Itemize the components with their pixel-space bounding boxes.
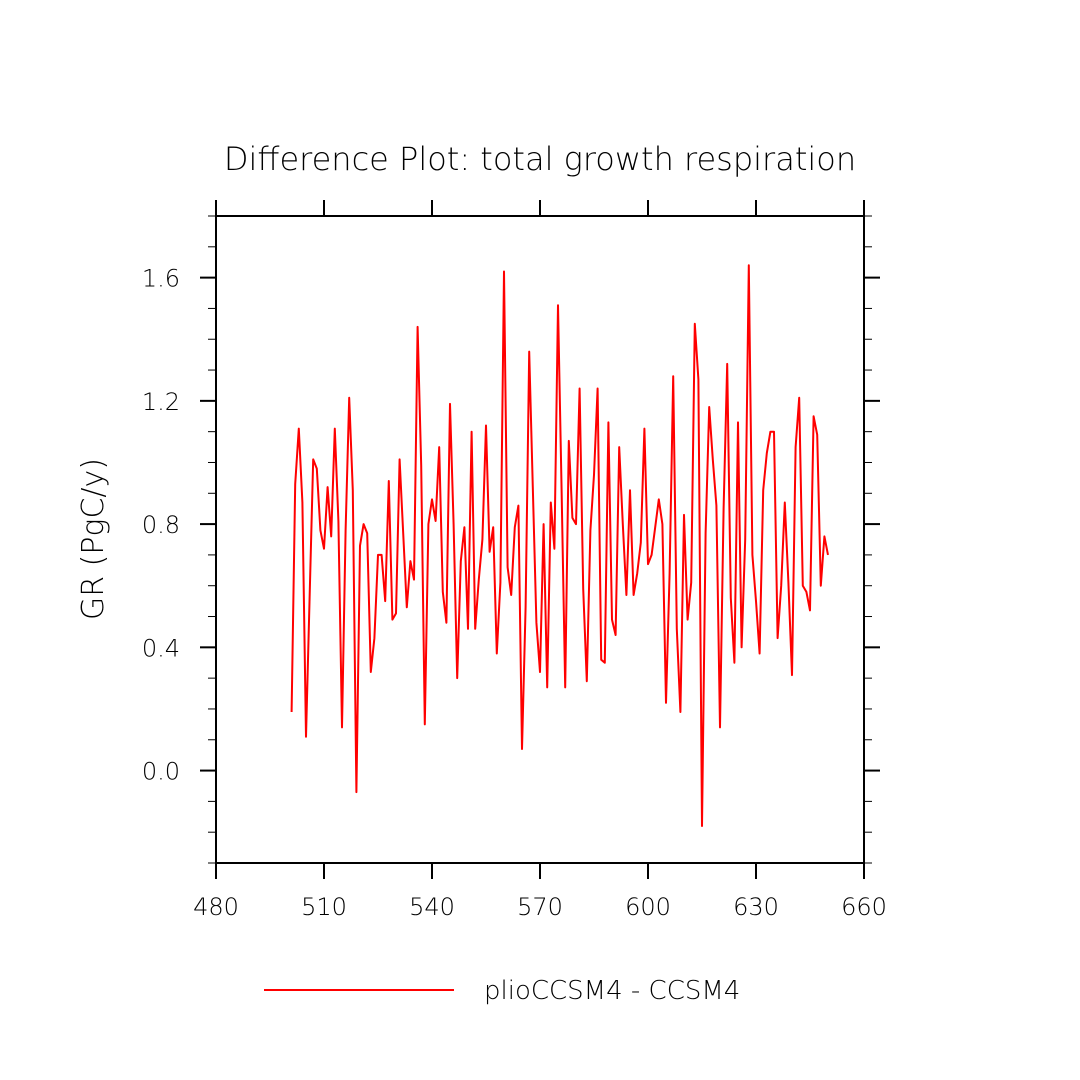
plot-frame [215, 215, 865, 864]
x-tick-label: 630 [733, 893, 779, 921]
series-line-0 [290, 264, 829, 827]
series-layer [290, 264, 829, 827]
x-tick-label: 660 [841, 893, 887, 921]
x-tick-label: 480 [193, 893, 239, 921]
y-tick-label: 0.4 [142, 634, 180, 662]
y-axis-label: GR (PgC/y) [76, 458, 111, 620]
axis-ticks [200, 200, 880, 879]
tick-labels: 480 510 540 570 600 630 660 0.0 0.4 0.8 1.2 1.6 [142, 265, 887, 921]
legend: plioCCSM4 - CCSM4 [264, 976, 740, 1006]
y-tick-label: 0.0 [142, 758, 180, 786]
legend-label: plioCCSM4 - CCSM4 [484, 976, 740, 1006]
chart-title: Difference Plot: total growth respiratio… [224, 140, 856, 178]
x-tick-label: 600 [625, 893, 671, 921]
x-tick-label: 510 [301, 893, 347, 921]
y-tick-label: 1.6 [142, 265, 180, 293]
y-tick-label: 0.8 [142, 511, 180, 539]
x-tick-label: 540 [409, 893, 455, 921]
y-tick-label: 1.2 [142, 388, 180, 416]
x-tick-label: 570 [517, 893, 563, 921]
